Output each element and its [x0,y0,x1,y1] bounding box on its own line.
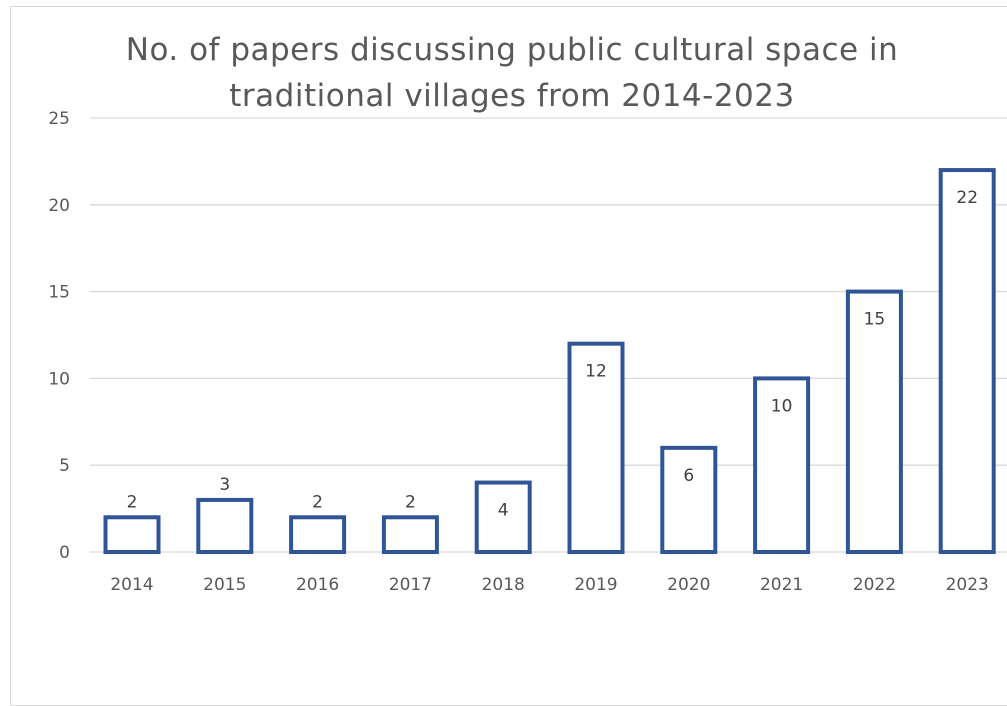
bar-2016 [289,515,347,555]
y-axis: 0 5 10 15 20 25 [48,109,70,563]
y-tick-label-20: 20 [48,196,70,216]
bar-2023 [938,168,996,555]
bar-2022 [845,289,903,554]
data-label-2015: 3 [219,475,230,495]
bar-2018 [474,480,532,554]
x-tick-label-2022: 2022 [853,575,896,595]
y-tick-label-15: 15 [48,283,70,303]
x-tick-label-2021: 2021 [760,575,803,595]
bar-2021 [753,376,811,554]
bar-chart: No. of papers discussing public cultural… [48,32,1007,595]
chart-title-line-1: No. of papers discussing public cultural… [126,32,898,68]
chart-title-line-2: traditional villages from 2014-2023 [229,78,794,114]
bars [103,168,996,555]
data-label-2014: 2 [127,492,138,512]
x-tick-label-2023: 2023 [946,575,989,595]
bar-2017 [381,515,439,555]
x-tick-label-2017: 2017 [389,575,432,595]
data-label-2021: 10 [771,396,793,416]
data-label-2018: 4 [498,501,509,521]
data-label-2020: 6 [683,466,694,486]
bar-2014 [103,515,161,555]
y-tick-label-10: 10 [48,369,70,389]
data-label-2019: 12 [585,362,607,382]
x-tick-label-2020: 2020 [667,575,710,595]
data-label-2017: 2 [405,492,416,512]
bar-2020 [660,445,718,554]
y-tick-label-5: 5 [59,456,70,476]
data-label-2022: 15 [864,310,886,330]
y-tick-label-0: 0 [59,543,70,563]
x-tick-label-2018: 2018 [482,575,525,595]
chart-title: No. of papers discussing public cultural… [126,32,898,114]
x-tick-label-2014: 2014 [110,575,153,595]
x-tick-label-2019: 2019 [574,575,617,595]
data-label-2016: 2 [312,492,323,512]
x-axis: 2014 2015 2016 2017 2018 2019 2020 2021 2022 2023 [110,575,988,595]
bar-2015 [196,497,254,555]
x-tick-label-2016: 2016 [296,575,339,595]
data-label-2023: 22 [956,188,978,208]
x-tick-label-2015: 2015 [203,575,246,595]
y-tick-label-25: 25 [48,109,70,129]
bar-2019 [567,341,625,554]
